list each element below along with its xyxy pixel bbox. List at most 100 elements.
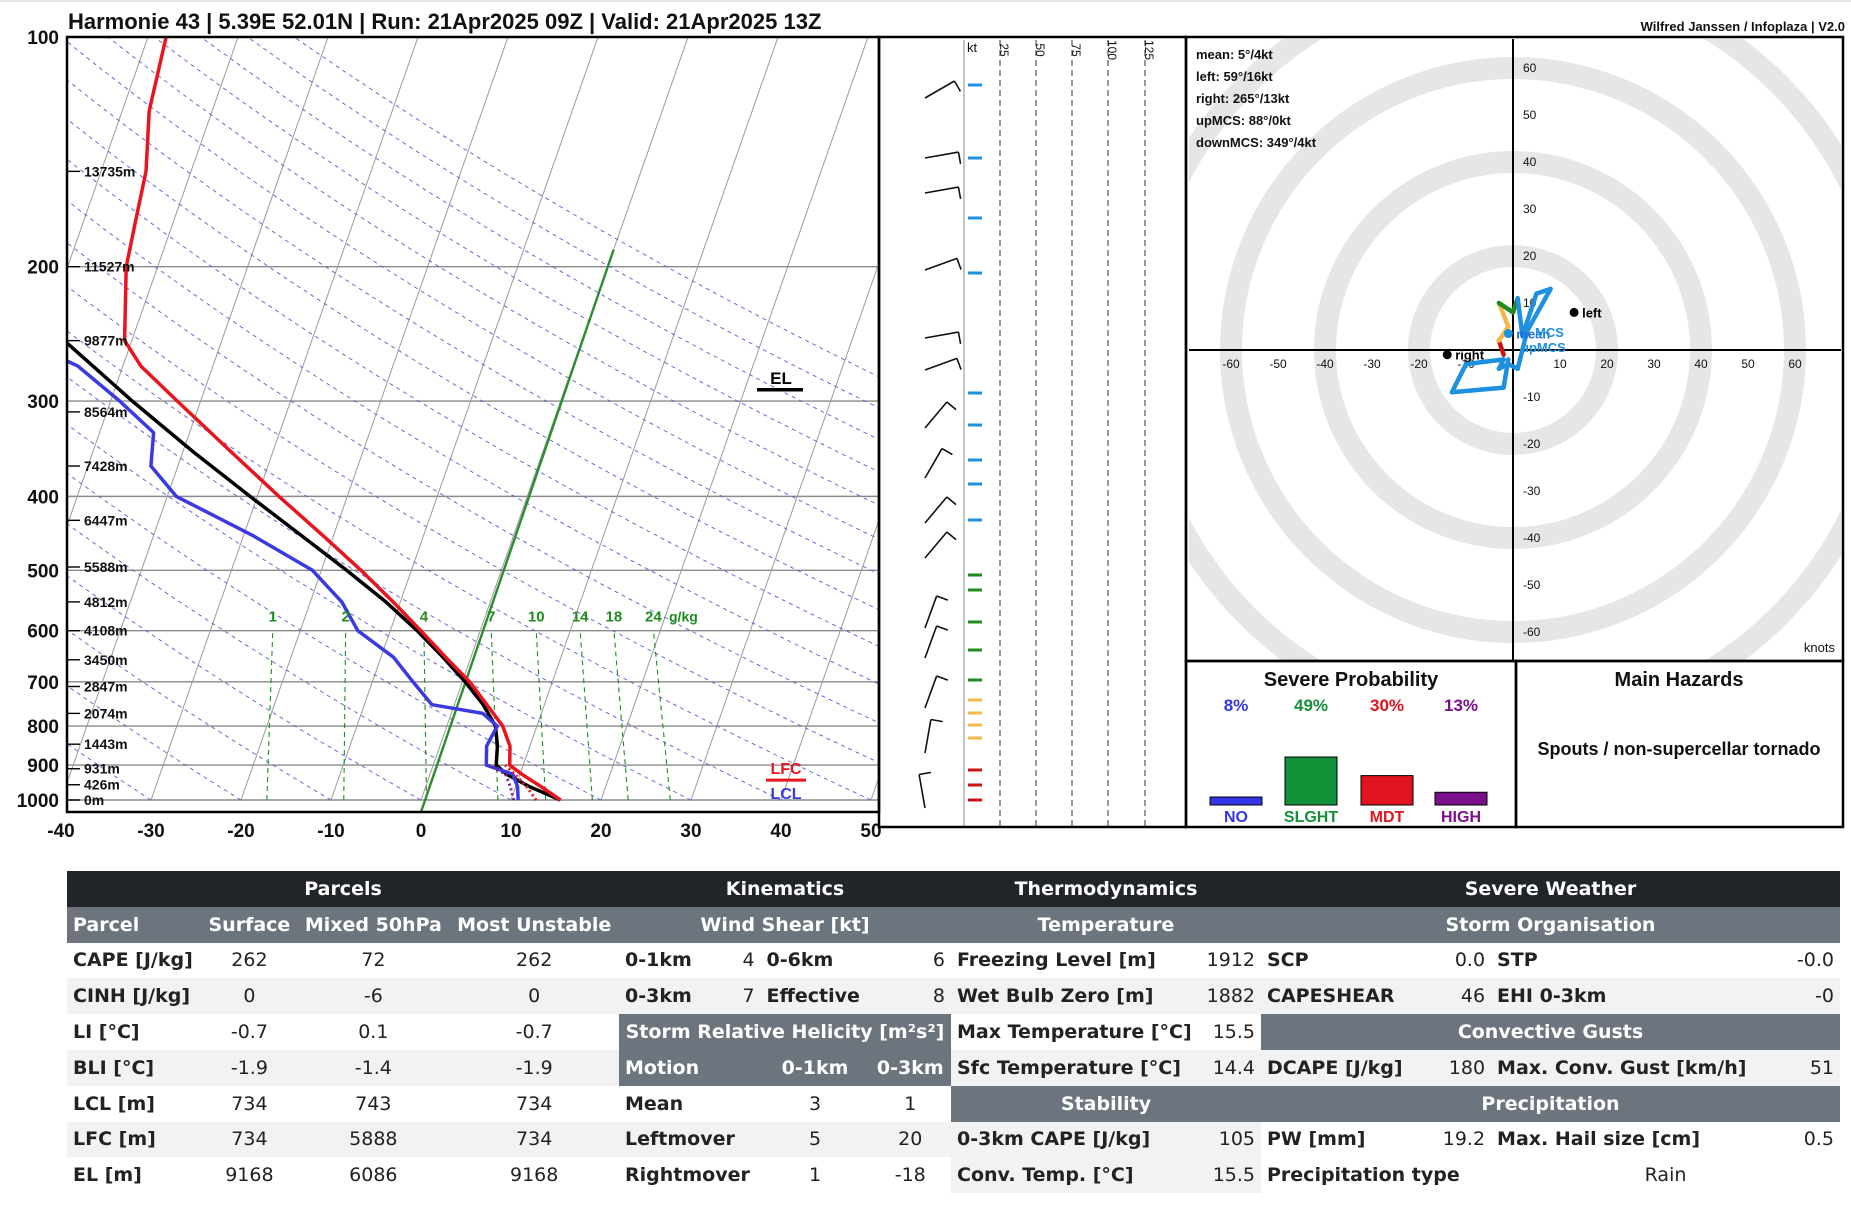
storm-motion-point bbox=[1503, 329, 1513, 339]
srh-1km-value: 1 bbox=[808, 1164, 822, 1187]
dry-adiabat-line bbox=[293, 37, 879, 378]
wind-barb bbox=[924, 718, 943, 754]
hodograph-x-tick: -60 bbox=[1222, 357, 1240, 371]
wind-barb bbox=[924, 447, 953, 479]
severe-weather-table: Severe Weather Storm Organisation SCP 0.0… bbox=[1261, 871, 1840, 1193]
hodograph-trace-segment bbox=[1496, 300, 1511, 329]
hodograph-summary-line: mean: 5°/4kt bbox=[1196, 47, 1273, 62]
height-label: 11527m bbox=[84, 259, 135, 275]
hodograph-x-tick: 10 bbox=[1553, 357, 1567, 371]
temperature-tick-label: -10 bbox=[317, 821, 344, 842]
severe-param-label: PW [mm] bbox=[1267, 1128, 1366, 1151]
srh-col-1km: 0-1km bbox=[760, 1049, 870, 1086]
dry-adiabat-line bbox=[67, 158, 879, 647]
parcel-param-label: LCL [m] bbox=[73, 1092, 155, 1115]
mixing-ratio-label: 4 bbox=[420, 609, 429, 626]
table-row: SCP 0.0 STP -0.0 bbox=[1261, 942, 1840, 979]
wind-barb bbox=[918, 771, 932, 809]
wetbulb-line bbox=[488, 763, 516, 801]
hodograph-summary-line: upMCS: 88°/0kt bbox=[1196, 113, 1291, 128]
parcel-mu-value: 9168 bbox=[510, 1164, 559, 1187]
probability-category-label: MDT bbox=[1370, 809, 1405, 826]
chart-title: Harmonie 43 | 5.39E 52.01N | Run: 21Apr2… bbox=[68, 9, 821, 34]
storm-motion-label: right bbox=[1455, 348, 1485, 363]
hodograph-x-tick: 60 bbox=[1788, 357, 1802, 371]
hodograph-summary-line: left: 59°/16kt bbox=[1196, 69, 1273, 84]
table-row: Sfc Temperature [°C] 14.4 bbox=[951, 1049, 1261, 1086]
srh-title: Storm Relative Helicity [m²s²] bbox=[619, 1014, 951, 1050]
mixing-ratio-label: 10 bbox=[528, 609, 545, 626]
stability-param-value: 105 bbox=[1218, 1128, 1255, 1151]
shear-value: 7 bbox=[727, 978, 761, 1015]
col-surface: Surface bbox=[201, 906, 298, 943]
table-row: Max Temperature [°C] 15.5 bbox=[951, 1014, 1261, 1050]
main-hazards-panel bbox=[1514, 659, 1845, 829]
table-row: CAPESHEAR 46 EHI 0-3km -0 bbox=[1261, 978, 1840, 1015]
thermo-param-label: Sfc Temperature [°C] bbox=[951, 1049, 1201, 1086]
srh-col-3km: 0-3km bbox=[869, 1049, 951, 1086]
wind-speed-tick: 75 bbox=[1069, 43, 1083, 57]
pressure-tick-label: 200 bbox=[27, 258, 59, 279]
severe-probability-title: Severe Probability bbox=[1264, 669, 1439, 691]
parcel-param-label: CAPE [J/kg] bbox=[73, 949, 193, 972]
hodograph-trace-segment bbox=[1496, 300, 1516, 315]
table-row: LI [°C] -0.7 0.1 -0.7 bbox=[67, 1014, 619, 1050]
height-label: 6447m bbox=[84, 512, 128, 528]
precip-title: Precipitation bbox=[1261, 1085, 1840, 1122]
col-mixed: Mixed 50hPa bbox=[297, 906, 450, 943]
hodograph-trace-segment bbox=[1501, 357, 1511, 390]
credit-text: Wilfred Janssen / Infoplaza | V2.0 bbox=[1641, 19, 1845, 34]
parcel-mu-value: 262 bbox=[516, 949, 553, 972]
dry-adiabat-line bbox=[67, 376, 782, 801]
srh-1km-value: 3 bbox=[808, 1092, 822, 1115]
hodograph-trace-segment bbox=[1515, 296, 1525, 339]
parcel-mixed-value: -6 bbox=[297, 978, 450, 1015]
stability-param-label: Conv. Temp. [°C] bbox=[951, 1157, 1201, 1194]
hodograph-y-tick: 20 bbox=[1523, 249, 1537, 263]
storm-motion-label: mean bbox=[1516, 327, 1550, 342]
table-row: Conv. Temp. [°C] 15.5 bbox=[951, 1157, 1261, 1194]
mixing-ratio-line bbox=[535, 630, 547, 801]
probability-bar bbox=[1360, 775, 1414, 806]
table-row: CAPE [J/kg] 262 72 262 bbox=[67, 942, 619, 979]
dry-adiabat-line bbox=[67, 285, 879, 764]
parcels-title: Parcels bbox=[67, 871, 619, 907]
zero-isotherm-line bbox=[419, 249, 615, 812]
thermo-param-value: 14.4 bbox=[1200, 1049, 1261, 1086]
table-row: DCAPE [J/kg] 180 Max. Conv. Gust [km/h] 51 bbox=[1261, 1049, 1840, 1086]
height-label: 426m bbox=[84, 777, 120, 793]
pressure-tick-label: 500 bbox=[27, 561, 59, 582]
srh-motion-label: Mean bbox=[625, 1092, 684, 1115]
srh-1km-value: 5 bbox=[760, 1121, 870, 1158]
table-row: Rightmover 1 -18 bbox=[619, 1157, 951, 1194]
probability-bar bbox=[1434, 791, 1488, 806]
probability-value: 49% bbox=[1294, 696, 1328, 715]
severe-param-value: 180 bbox=[1448, 1056, 1486, 1079]
wind-barb bbox=[924, 625, 949, 659]
isotherm-line bbox=[690, 261, 879, 801]
shear-label: 0-3km bbox=[619, 978, 728, 1015]
dry-adiabat-line bbox=[67, 523, 512, 801]
height-label: 2074m bbox=[84, 705, 128, 721]
dry-adiabat-line bbox=[67, 242, 879, 724]
height-label: 2847m bbox=[84, 679, 128, 695]
temperature-tick-label: 0 bbox=[416, 821, 427, 842]
hodograph-x-tick: -20 bbox=[1410, 357, 1428, 371]
height-label: 0m bbox=[84, 792, 104, 808]
mixing-ratio-label: 1 bbox=[269, 609, 277, 626]
height-label: 8564m bbox=[84, 404, 128, 420]
skewt-profiles bbox=[67, 37, 562, 802]
wind-barb bbox=[924, 496, 957, 524]
dry-adiabat-line bbox=[200, 37, 879, 441]
mixing-ratio-line bbox=[423, 630, 428, 801]
parcel-mu-value: -0.7 bbox=[515, 1021, 553, 1044]
wind-barb bbox=[924, 401, 957, 429]
hodograph-y-tick: 60 bbox=[1523, 61, 1537, 75]
probability-category-label: NO bbox=[1224, 809, 1248, 826]
height-label: 931m bbox=[84, 761, 120, 777]
severe-param-value: -0.0 bbox=[1796, 949, 1834, 972]
srh-3km-value: 1 bbox=[904, 1092, 917, 1115]
dry-adiabat-line bbox=[67, 330, 872, 801]
height-label: 7428m bbox=[84, 458, 128, 474]
temperature-tick-label: -30 bbox=[137, 821, 164, 842]
